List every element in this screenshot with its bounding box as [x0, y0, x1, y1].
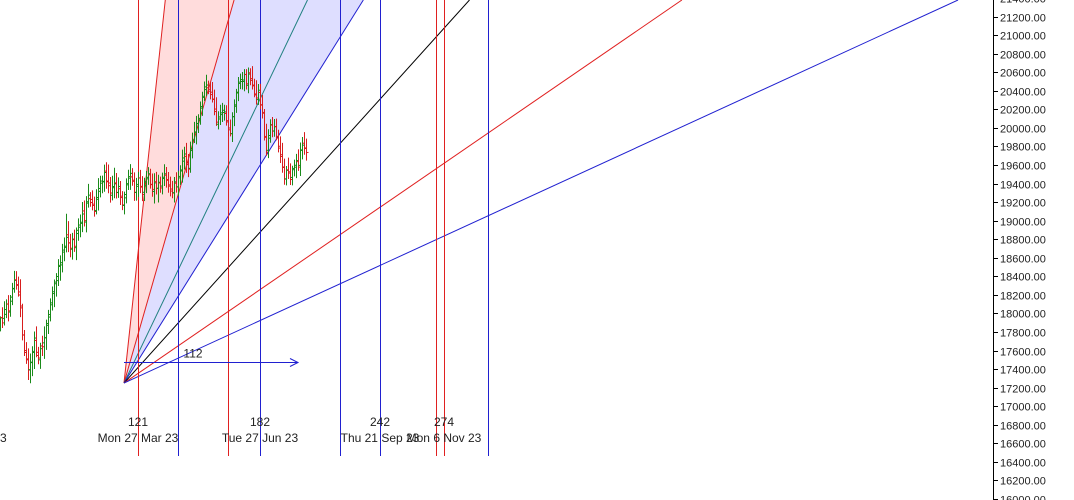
range-arrow-head	[289, 358, 300, 367]
bar-count-label: 242	[370, 415, 390, 429]
fan-ray-4	[123, 0, 470, 384]
candle-205	[304, 138, 309, 161]
y-tick-label: 20600.00	[1000, 68, 1046, 80]
y-tick-label: 17800.00	[1000, 328, 1046, 340]
fan-ray-2	[123, 0, 308, 384]
y-tick-label: 16600.00	[1000, 439, 1046, 451]
range-annotation: 112	[124, 347, 300, 367]
vertical-cycle-lines	[138, 0, 489, 456]
y-tick-label: 21000.00	[1000, 31, 1046, 43]
y-tick-label: 20800.00	[1000, 50, 1046, 62]
fan-ray-6	[123, 0, 959, 384]
y-tick-label: 16800.00	[1000, 421, 1046, 433]
y-axis: 16000.00 16200.00 16400.00 16600.00 16800.00…	[993, 0, 1046, 500]
y-tick-label: 20200.00	[1000, 105, 1046, 117]
y-tick-label: 19400.00	[1000, 180, 1046, 192]
y-tick-label: 17600.00	[1000, 347, 1046, 359]
y-tick-label: 18800.00	[1000, 235, 1046, 247]
left-edge-label: 3	[0, 431, 7, 445]
fan-ray-3	[123, 0, 364, 384]
bar-date-label: Mon 6 Nov 23	[407, 431, 482, 445]
y-tick-label: 18400.00	[1000, 272, 1046, 284]
y-tick-label: 21200.00	[1000, 13, 1046, 25]
bar-count-label: 182	[250, 415, 270, 429]
y-tick-label: 18000.00	[1000, 309, 1046, 321]
y-tick-label: 19200.00	[1000, 198, 1046, 210]
y-tick-label: 19000.00	[1000, 217, 1046, 229]
y-tick-label: 16400.00	[1000, 458, 1046, 470]
x-axis-labels: 121 Mon 27 Mar 23 182 Tue 27 Jun 23 242 Thu 2…	[0, 415, 482, 445]
y-tick-label: 20000.00	[1000, 124, 1046, 136]
y-tick-label: 18600.00	[1000, 254, 1046, 266]
y-tick-label: 19600.00	[1000, 161, 1046, 173]
bar-date-label: Tue 27 Jun 23	[222, 431, 299, 445]
bar-count-label: 121	[128, 415, 148, 429]
plot-area: 112 1:21:3	[0, 0, 959, 456]
y-tick-label: 16000.00	[1000, 495, 1046, 500]
y-tick-label: 20400.00	[1000, 87, 1046, 99]
y-tick-label: 17400.00	[1000, 365, 1046, 377]
range-label: 112	[183, 347, 202, 361]
y-tick-label: 16200.00	[1000, 476, 1046, 488]
y-tick-label: 18200.00	[1000, 291, 1046, 303]
bar-date-label: Mon 27 Mar 23	[98, 431, 179, 445]
y-tick-label: 17200.00	[1000, 384, 1046, 396]
price-candles	[0, 66, 309, 384]
y-tick-label: 21400.00	[1000, 0, 1046, 6]
bar-date-label: Thu 21 Sep 23	[341, 431, 420, 445]
y-tick-label: 17000.00	[1000, 402, 1046, 414]
bar-count-label: 274	[434, 415, 454, 429]
fan-ray-5	[123, 0, 683, 384]
y-tick-label: 19800.00	[1000, 142, 1046, 154]
fan-ray-1	[123, 0, 235, 384]
